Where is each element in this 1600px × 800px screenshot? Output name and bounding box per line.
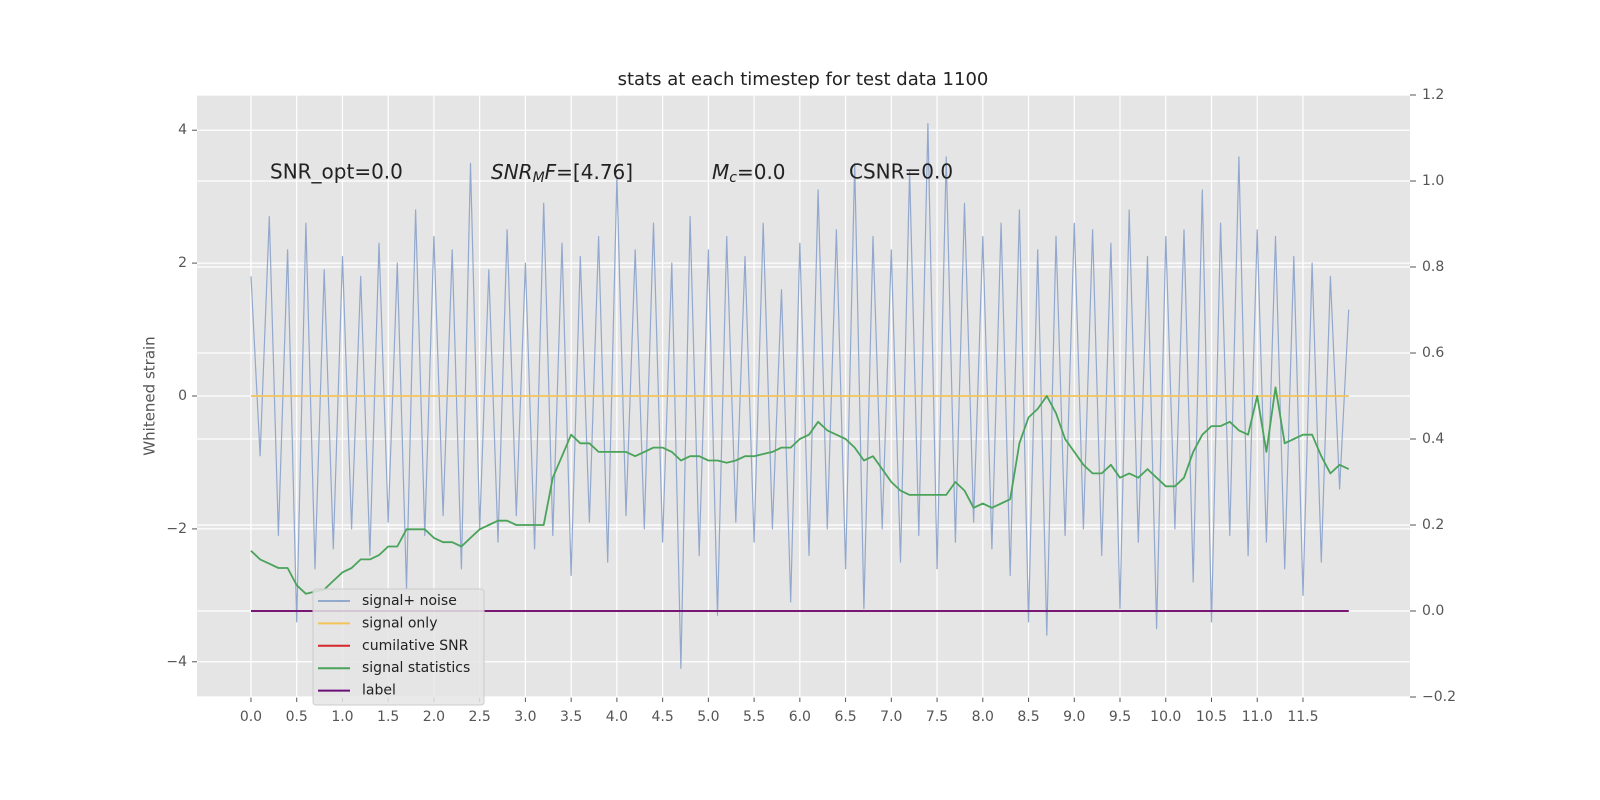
x-tick-label: 0.5 bbox=[286, 709, 308, 725]
annotation-sub: c bbox=[729, 170, 737, 186]
x-tick-label: 10.0 bbox=[1150, 709, 1181, 725]
annotation-base: M bbox=[712, 160, 729, 184]
x-tick-label: 7.0 bbox=[880, 709, 902, 725]
x-tick-label: 4.5 bbox=[651, 709, 673, 725]
x-tick-label: 11.0 bbox=[1242, 709, 1273, 725]
x-tick-label: 7.5 bbox=[926, 709, 948, 725]
annotation-rest: =0.0 bbox=[737, 160, 786, 184]
x-tick-label: 9.5 bbox=[1109, 709, 1131, 725]
annotation-base: SNR bbox=[491, 160, 533, 184]
legend-label: signal only bbox=[362, 615, 437, 631]
annotation: SNRMF=[4.76] bbox=[491, 160, 633, 187]
annotation: SNR_opt=0.0 bbox=[270, 160, 403, 184]
x-tick-label: 1.0 bbox=[331, 709, 353, 725]
x-tick-label: 0.0 bbox=[240, 709, 262, 725]
annotation: CSNR=0.0 bbox=[849, 160, 953, 184]
annotation-sub: M bbox=[533, 170, 545, 186]
y2-tick-label: 1.2 bbox=[1422, 87, 1444, 103]
y2-tick-label: 0.6 bbox=[1422, 345, 1444, 361]
y-tick-label: 4 bbox=[178, 122, 187, 138]
x-tick-label: 8.5 bbox=[1017, 709, 1039, 725]
annotation-rest: F=[4.76] bbox=[545, 160, 633, 184]
chart-title: stats at each timestep for test data 110… bbox=[618, 69, 989, 90]
legend-label: cumilative SNR bbox=[362, 638, 469, 654]
legend-label: signal+ noise bbox=[362, 593, 457, 609]
y2-tick-label: 0.0 bbox=[1422, 603, 1444, 619]
x-tick-label: 5.5 bbox=[743, 709, 765, 725]
annotation: Mc=0.0 bbox=[712, 160, 786, 187]
series-line bbox=[250, 386, 1350, 595]
x-tick-label: 6.0 bbox=[789, 709, 811, 725]
y-tick-label: −2 bbox=[166, 521, 187, 537]
y-axis-label: Whitened strain bbox=[141, 336, 159, 455]
x-tick-label: 5.0 bbox=[697, 709, 719, 725]
y2-tick-label: 0.4 bbox=[1422, 431, 1444, 447]
y2-tick-label: 1.0 bbox=[1422, 173, 1444, 189]
y2-tick-label: −0.2 bbox=[1422, 689, 1456, 705]
x-tick-label: 10.5 bbox=[1196, 709, 1227, 725]
annotation-rest-plain: =[4.76] bbox=[556, 160, 633, 184]
legend-box bbox=[312, 588, 485, 706]
y-tick-label: −4 bbox=[166, 654, 187, 670]
y-tick-label: 2 bbox=[178, 255, 187, 271]
x-tick-label: 2.0 bbox=[423, 709, 445, 725]
x-tick-label: 9.0 bbox=[1063, 709, 1085, 725]
y2-tick-label: 0.8 bbox=[1422, 259, 1444, 275]
legend-label: signal statistics bbox=[362, 660, 470, 676]
series-line bbox=[250, 123, 1350, 669]
x-tick-label: 8.0 bbox=[972, 709, 994, 725]
x-tick-label: 11.5 bbox=[1287, 709, 1318, 725]
x-tick-label: 6.5 bbox=[834, 709, 856, 725]
x-tick-label: 1.5 bbox=[377, 709, 399, 725]
annotation-rest-italic: F bbox=[545, 160, 557, 184]
x-tick-label: 3.5 bbox=[560, 709, 582, 725]
legend-label: label bbox=[362, 683, 396, 699]
x-tick-label: 2.5 bbox=[469, 709, 491, 725]
x-tick-label: 4.0 bbox=[606, 709, 628, 725]
y2-tick-label: 0.2 bbox=[1422, 517, 1444, 533]
x-tick-label: 3.0 bbox=[514, 709, 536, 725]
y-tick-label: 0 bbox=[178, 388, 187, 404]
